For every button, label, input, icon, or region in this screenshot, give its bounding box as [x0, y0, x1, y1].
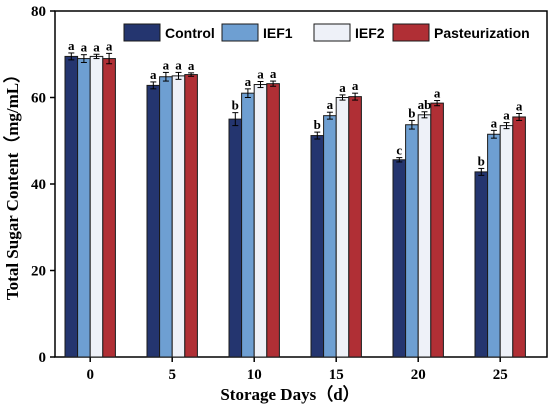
x-axis-title: Storage Days（d） [220, 384, 359, 404]
significance-label: ab [418, 97, 432, 112]
legend-label-ief1: IEF1 [263, 25, 293, 41]
bar-ief1-day-0 [77, 58, 91, 358]
significance-label: b [408, 105, 415, 120]
bar-control-day-20 [392, 159, 407, 358]
legend-swatch-ief1 [221, 23, 259, 42]
y-tick-label: 0 [39, 350, 47, 366]
bar-ief1-day-5 [159, 76, 173, 358]
bar-ief1-day-10 [241, 92, 255, 358]
bar-ief2-day-5 [171, 75, 186, 358]
bar-pasteurization-day-20 [430, 102, 444, 358]
significance-label: a [81, 40, 88, 55]
legend-label-control: Control [165, 25, 215, 41]
x-tick-label: 0 [86, 367, 94, 383]
legend-label-pasteurization: Pasteurization [434, 25, 530, 41]
x-tick-label: 10 [247, 367, 262, 383]
bar-control-day-15 [310, 135, 325, 358]
legend-swatch-ief2 [313, 23, 351, 42]
x-tick-label: 15 [329, 367, 344, 383]
bar-ief2-day-0 [89, 55, 104, 358]
significance-label: a [516, 99, 523, 114]
y-tick-label: 60 [31, 91, 46, 107]
bar-pasteurization-day-25 [512, 116, 526, 358]
significance-label: a [434, 86, 441, 101]
significance-label: a [339, 80, 346, 95]
significance-label: a [352, 78, 359, 93]
bar-control-day-10 [228, 118, 243, 358]
bar-control-day-0 [64, 55, 79, 358]
significance-label: a [245, 74, 252, 89]
bar-control-day-5 [146, 84, 161, 358]
significance-label: a [106, 38, 113, 53]
significance-label: b [232, 98, 239, 113]
bar-pasteurization-day-0 [102, 58, 116, 358]
plot-frame [54, 10, 548, 358]
significance-label: a [150, 67, 157, 82]
bar-ief2-day-15 [335, 97, 350, 358]
significance-label: c [396, 143, 402, 158]
bar-ief2-day-10 [253, 84, 268, 358]
y-tick-label: 40 [31, 177, 46, 193]
significance-label: b [314, 117, 321, 132]
x-tick-label: 20 [411, 367, 426, 383]
bar-ief1-day-15 [323, 115, 337, 358]
legend-swatch-pasteurization [392, 23, 430, 42]
x-tick-label: 25 [493, 367, 508, 383]
x-tick-label: 5 [168, 367, 176, 383]
legend-swatch-control [123, 23, 161, 42]
bar-pasteurization-day-10 [266, 83, 280, 358]
y-tick-label: 80 [31, 4, 46, 20]
significance-label: a [491, 115, 498, 130]
significance-label: a [327, 97, 334, 112]
significance-label: a [188, 58, 195, 73]
significance-label: a [503, 108, 510, 123]
bar-ief2-day-20 [417, 114, 432, 358]
significance-label: a [270, 66, 277, 81]
significance-label: b [478, 153, 485, 168]
significance-label: a [163, 57, 170, 72]
y-tick-label: 20 [31, 264, 46, 280]
bar-ief1-day-20 [405, 124, 419, 358]
bar-ief2-day-25 [499, 125, 514, 358]
significance-label: a [93, 39, 100, 54]
bar-ief1-day-25 [487, 133, 501, 358]
significance-label: a [175, 57, 182, 72]
legend-label-ief2: IEF2 [355, 25, 385, 41]
y-axis-title: Total Sugar Content（mg/mL） [2, 66, 22, 300]
bar-pasteurization-day-15 [348, 96, 362, 358]
significance-label: a [68, 38, 75, 53]
bar-control-day-25 [474, 171, 489, 358]
bar-pasteurization-day-5 [184, 74, 198, 358]
significance-label: a [257, 66, 264, 81]
